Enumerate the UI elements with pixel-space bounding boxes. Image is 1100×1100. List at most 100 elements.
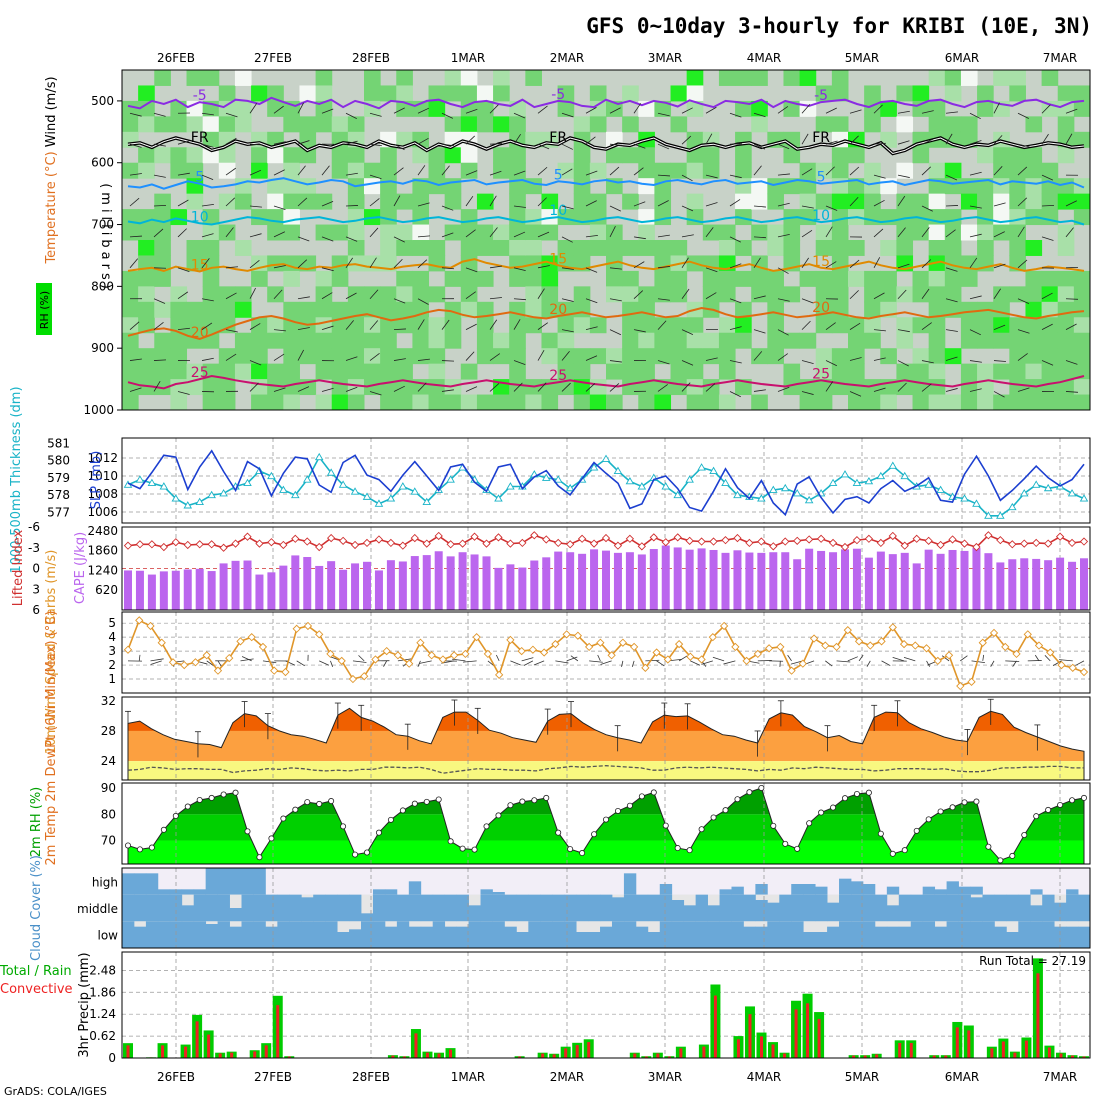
cloud-cell-low	[659, 921, 673, 948]
lifted-index-point	[876, 538, 885, 548]
thickness-point	[888, 461, 898, 469]
cloud-cell-middle	[707, 905, 720, 922]
isotherm-label-25-1: 25	[549, 368, 567, 384]
cloud-cell-high	[862, 884, 876, 895]
rh-cell	[315, 394, 333, 411]
rh-cell	[202, 116, 220, 133]
thickness-point	[996, 511, 1005, 519]
rh-cell	[1057, 394, 1075, 411]
wind-barb	[921, 322, 932, 330]
thickness-point	[840, 470, 850, 478]
rh-cell	[218, 193, 236, 210]
rh-cell	[170, 147, 188, 164]
wind-barb	[537, 231, 550, 238]
rh-cell	[428, 100, 446, 117]
cloud-cell-middle	[910, 894, 924, 922]
isotherm-fr-inner	[127, 137, 1085, 155]
lifted-index-point	[936, 540, 945, 550]
rh-cell	[525, 131, 542, 148]
rh-cell	[864, 178, 881, 195]
rh-point	[1045, 806, 1052, 813]
rh-cell	[638, 162, 655, 179]
rh-cell	[186, 193, 204, 210]
rh-cell	[331, 116, 349, 133]
cape-bar	[231, 560, 240, 610]
cloud-cell-middle	[301, 897, 314, 922]
cape-bar	[1056, 557, 1065, 610]
cloud-cell-middle	[504, 894, 517, 922]
wind-barb	[489, 383, 500, 392]
rh-point	[304, 799, 311, 806]
rh-cell	[960, 317, 978, 334]
rh-point	[435, 796, 442, 803]
rh-cell	[1009, 348, 1026, 365]
wind-speed-point	[123, 645, 133, 654]
rh-cell	[267, 379, 284, 396]
wind-barb	[177, 291, 189, 300]
rh-cell	[670, 332, 688, 349]
wind-barb	[777, 353, 788, 361]
rh-cell	[944, 162, 962, 179]
isotherm-label-5-2: 5	[817, 170, 826, 186]
rh-point	[901, 847, 908, 854]
wind10m-barb	[866, 660, 871, 667]
wind-barb	[1065, 323, 1077, 330]
rh-cell	[654, 270, 672, 287]
rh-cell	[202, 394, 220, 411]
cloud-cell-high	[217, 868, 230, 895]
precip-convective-bar	[218, 1053, 222, 1058]
rh-cell	[170, 162, 188, 179]
precip-convective-bar	[1047, 1047, 1051, 1058]
rh-cell	[186, 70, 204, 86]
rh-cell	[960, 332, 978, 349]
rh-cell	[977, 317, 994, 334]
precip-convective-bar	[1024, 1040, 1028, 1058]
rh-cell	[912, 363, 930, 380]
wind-barb	[609, 329, 622, 336]
rh-cell	[622, 317, 639, 334]
rh-point	[244, 828, 251, 835]
rh-cell	[573, 178, 591, 195]
thickness-tick-577: 577	[47, 505, 70, 519]
rh-cell	[1057, 116, 1075, 133]
lifted-index-point	[434, 531, 443, 541]
wind10m-barb	[217, 660, 222, 667]
rh-cell	[638, 147, 655, 164]
rh-cell	[331, 224, 349, 241]
lifted-index-point	[984, 531, 993, 540]
li-ylabel: Lifted Index	[11, 529, 26, 606]
wind-barb	[273, 265, 286, 269]
wind-barb	[201, 143, 214, 148]
rh-cell	[202, 224, 220, 241]
rh-cell	[831, 209, 849, 226]
wind-speed-point	[270, 666, 279, 675]
cloud-cell-high	[886, 886, 900, 895]
wind-barb	[489, 143, 503, 145]
precip-convective-bar	[437, 1053, 441, 1058]
isotherm-label-FR-0: FR	[191, 130, 209, 146]
rh-cell	[831, 85, 849, 102]
cape-bar	[661, 545, 670, 610]
cape-bar	[876, 551, 885, 610]
cloud-cell-low	[755, 926, 768, 948]
wind-barb	[345, 257, 354, 269]
rh-point	[913, 827, 920, 834]
wind-speed-point	[1079, 667, 1089, 677]
lifted-index-point	[793, 536, 802, 545]
rh-point	[1057, 801, 1064, 808]
thickness-point	[267, 471, 276, 480]
wind-barb	[249, 287, 256, 299]
rh-cell	[1073, 332, 1091, 349]
wind-barb	[273, 353, 285, 361]
cloud-cell-middle	[289, 894, 302, 922]
rh-cell	[718, 394, 736, 411]
rh-cell	[380, 209, 397, 226]
lifted-index-point	[470, 532, 479, 541]
wind-barb	[153, 112, 166, 117]
rh-point	[519, 798, 526, 805]
rh-cell	[767, 224, 784, 241]
rh-cell	[977, 85, 994, 102]
rh-cell	[1041, 394, 1059, 411]
cloud-cell-middle	[982, 894, 995, 922]
wind-barb	[585, 170, 598, 176]
